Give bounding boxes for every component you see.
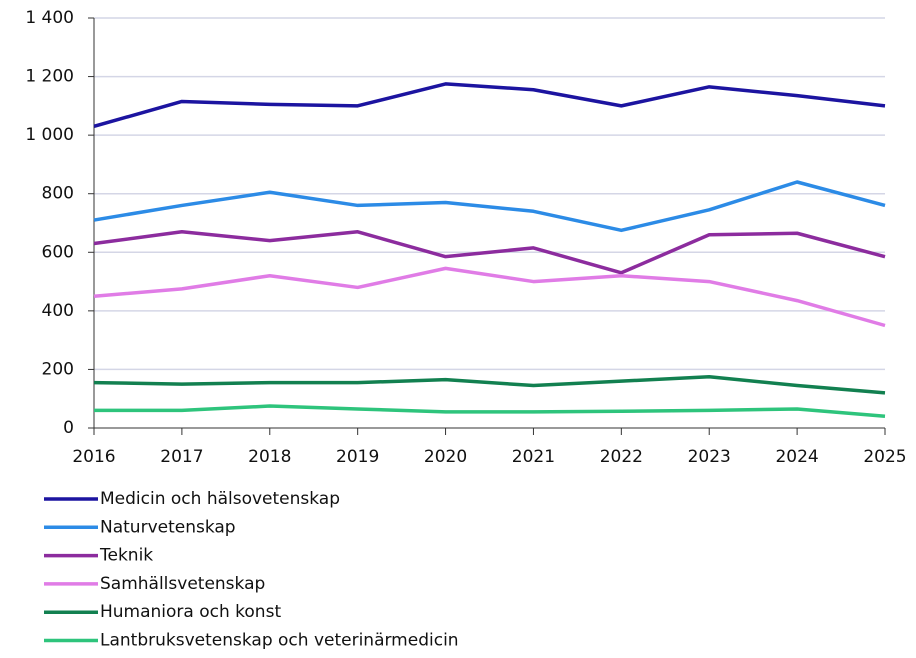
y-tick-label: 1 000 [25,125,74,145]
line [93,180,886,233]
line [93,266,886,328]
y-tick-label: 1 400 [25,8,74,28]
legend-label: Medicin och hälsovetenskap [100,489,340,509]
x-tick-label: 2019 [336,447,379,467]
x-tick-label: 2020 [424,447,467,467]
x-tick-label: 2017 [160,447,203,467]
legend-label: Samhällsvetenskap [100,574,265,594]
y-tick-label: 400 [42,301,74,321]
x-tick-label: 2021 [512,447,555,467]
x-tick-label: 2024 [775,447,818,467]
y-tick-label: 600 [42,242,74,262]
x-tick-label: 2022 [600,447,643,467]
line [93,82,886,129]
legend-label: Lantbruksvetenskap och veterinärmedicin [100,631,459,651]
y-tick-label: 1 200 [25,67,74,87]
y-tick-label: 800 [42,184,74,204]
x-tick-label: 2023 [688,447,731,467]
x-tick-label: 2016 [72,447,115,467]
y-tick-label: 0 [63,418,74,438]
line [93,375,886,395]
legend-label: Naturvetenskap [100,517,236,537]
line [94,404,886,419]
legend-label: Humaniora och konst [100,602,281,622]
x-tick-label: 2018 [248,447,291,467]
line [93,230,886,275]
legend-label: Teknik [99,546,153,566]
x-tick-label: 2025 [863,447,906,467]
y-tick-label: 200 [42,359,74,379]
